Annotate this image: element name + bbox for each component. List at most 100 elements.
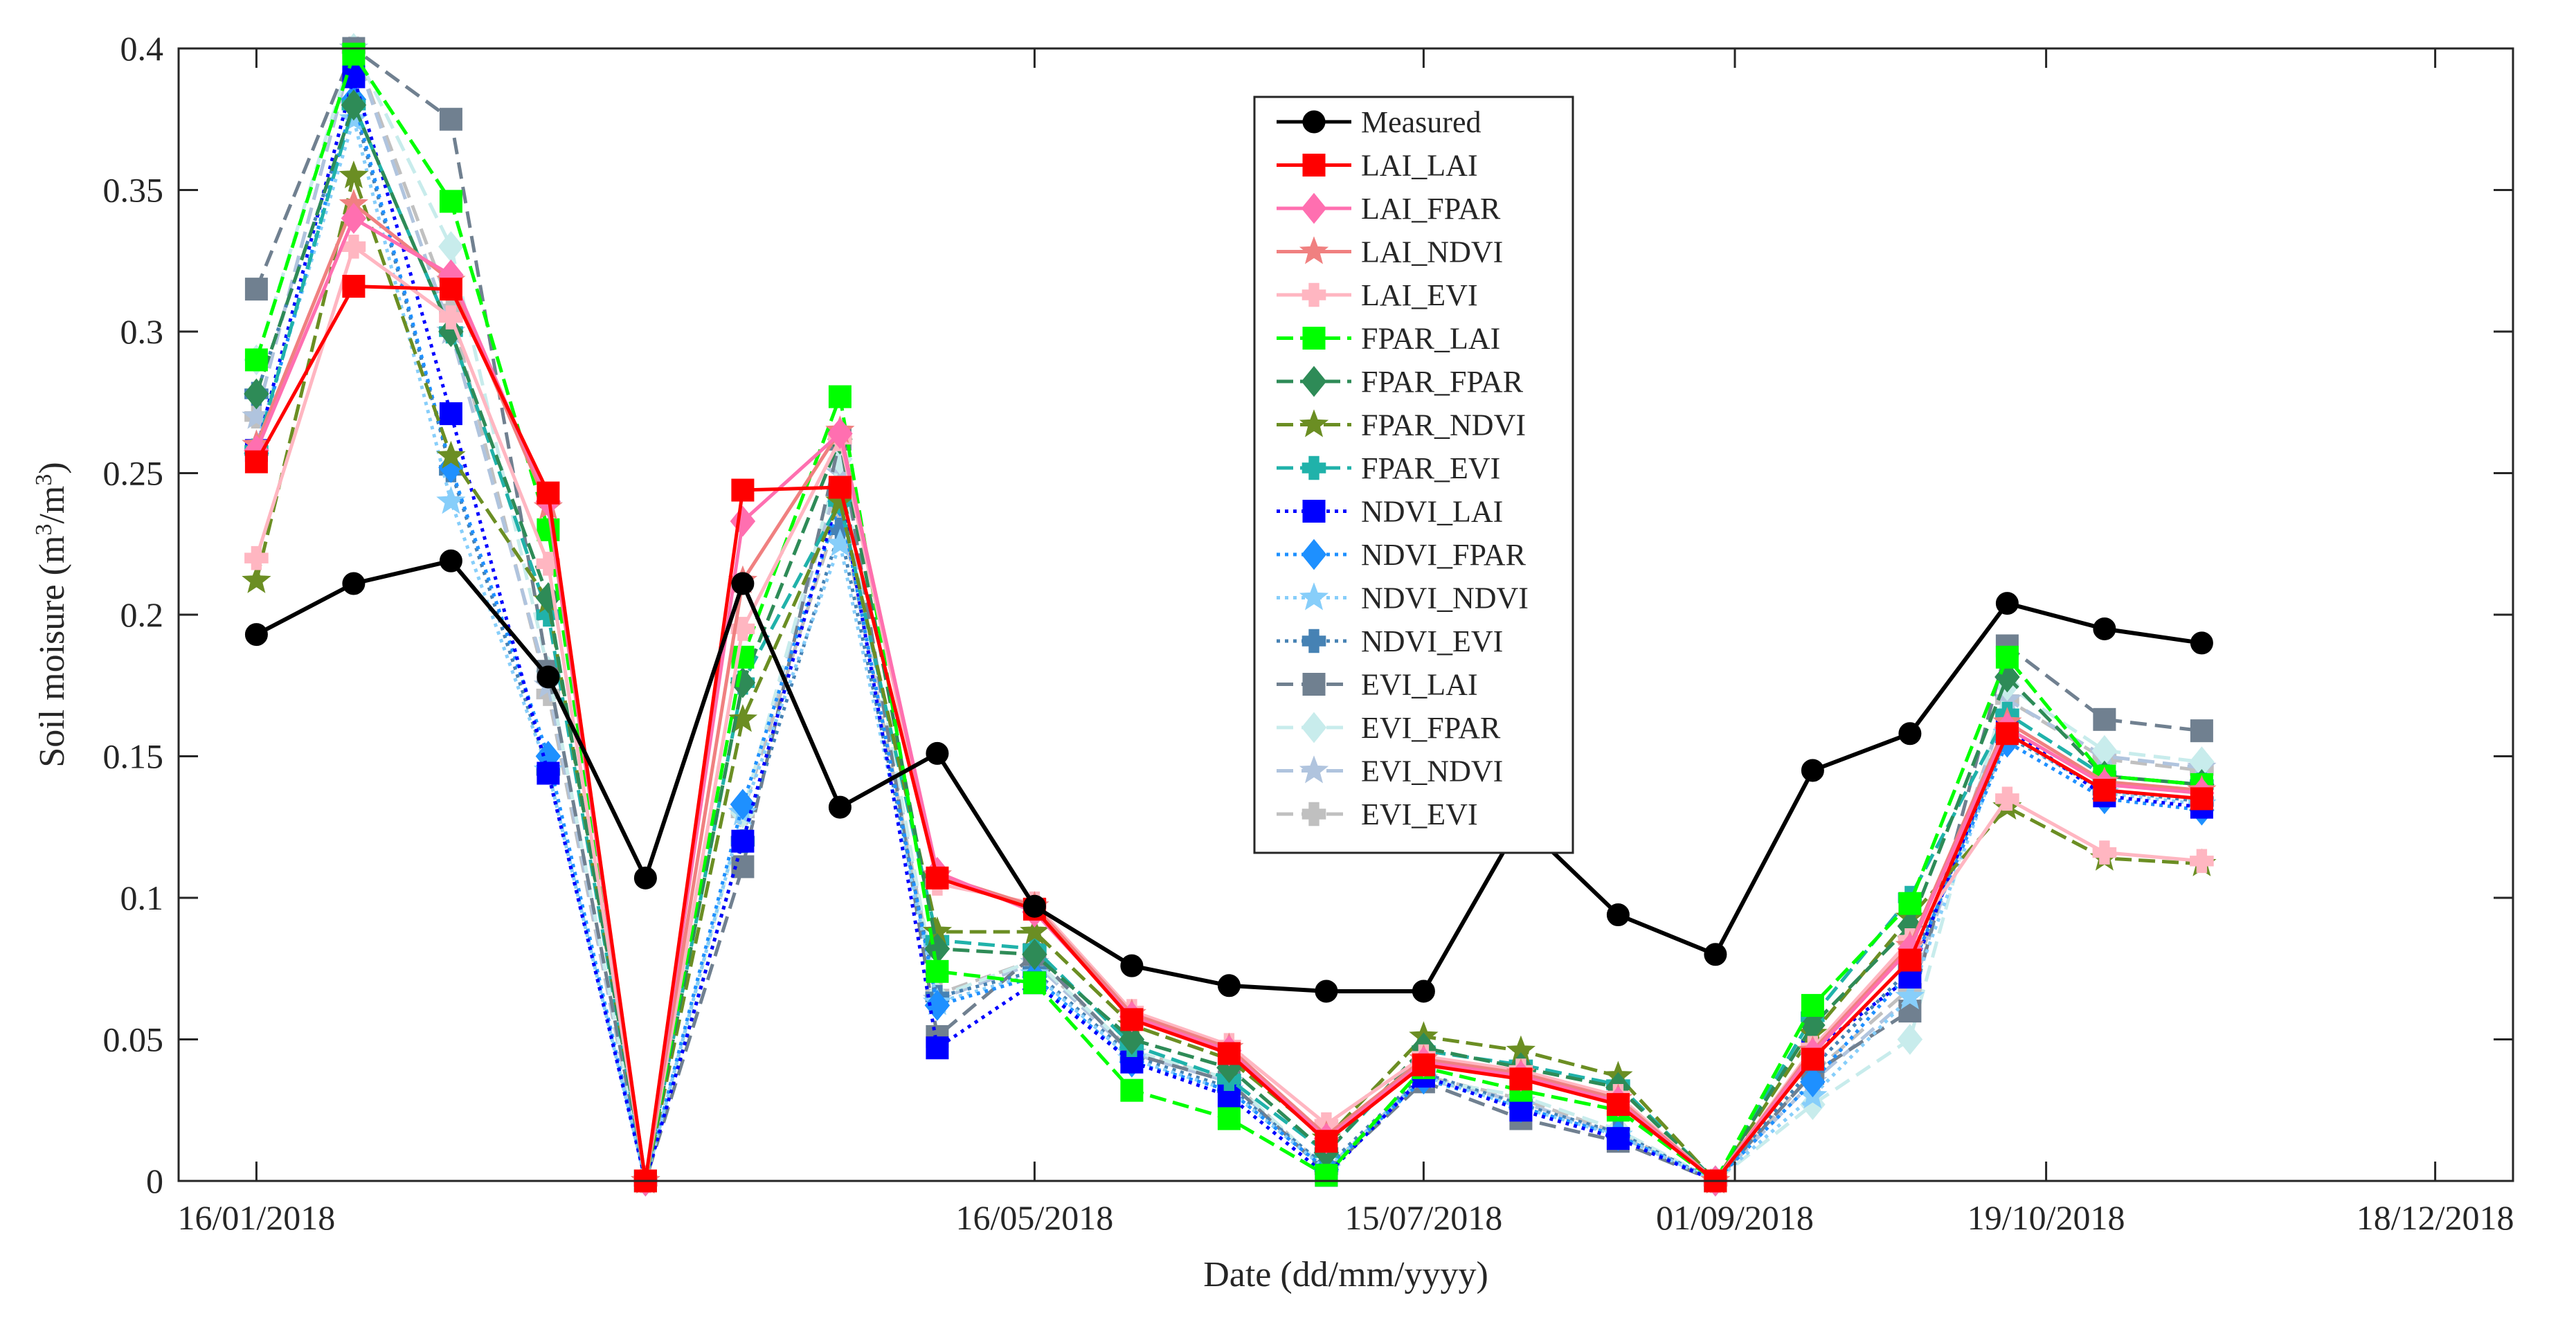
data-point	[1022, 939, 1047, 971]
y-tick-label: 0	[146, 1162, 163, 1200]
data-point	[1895, 982, 1925, 1010]
series-line	[254, 174, 2202, 1183]
x-tick-label: 15/07/2018	[1345, 1198, 1503, 1237]
legend-item: EVI_LAI	[1277, 668, 1478, 702]
data-point	[436, 440, 466, 469]
data-point	[1897, 1024, 1923, 1055]
x-tick-label: 19/10/2018	[1967, 1198, 2125, 1237]
legend-label: NDVI_LAI	[1361, 495, 1503, 529]
y-tick-label: 0.15	[103, 737, 164, 776]
legend-label: Measured	[1361, 105, 1481, 139]
data-point	[1898, 948, 1922, 972]
data-point	[1995, 722, 2019, 746]
data-point	[438, 451, 464, 483]
data-point	[1800, 1066, 1826, 1098]
y-tick-label: 0.35	[103, 171, 164, 210]
data-point	[1801, 1047, 1824, 1071]
data-point	[1898, 722, 1922, 746]
data-point	[438, 316, 464, 347]
legend-item: NDVI_NDVI	[1277, 581, 1529, 615]
data-point	[1995, 645, 2019, 669]
y-axis-label-sup1: 3	[31, 524, 57, 536]
x-tick-label: 01/09/2018	[1656, 1198, 1814, 1237]
data-point	[1801, 759, 1824, 782]
legend-swatch-marker	[1301, 455, 1326, 480]
legend-swatch-marker	[1299, 582, 1329, 611]
legend-label: LAI_NDVI	[1361, 235, 1503, 269]
data-point	[1606, 1127, 1630, 1150]
data-point	[926, 1036, 949, 1060]
data-point	[439, 107, 462, 131]
legend-swatch-marker	[1299, 409, 1329, 437]
legend-label: FPAR_EVI	[1361, 451, 1500, 485]
y-tick-label: 0.2	[120, 595, 164, 634]
data-point	[537, 665, 560, 689]
data-point	[1023, 894, 1046, 918]
series-line	[254, 98, 2202, 1183]
legend-item: FPAR_EVI	[1277, 451, 1500, 485]
data-point	[1704, 943, 1727, 966]
legend-label: EVI_FPAR	[1361, 711, 1501, 745]
legend-swatch-marker	[1301, 629, 1326, 653]
data-point	[2190, 719, 2213, 743]
data-point	[1412, 1053, 1435, 1076]
legend-item: LAI_NDVI	[1277, 235, 1503, 269]
data-point	[1023, 971, 1046, 995]
data-point	[536, 552, 561, 576]
data-point	[827, 417, 853, 449]
legend-swatch-marker	[1299, 236, 1329, 264]
data-point	[731, 829, 755, 853]
legend-item: FPAR_LAI	[1277, 322, 1500, 356]
y-tick-label: 0.3	[120, 312, 164, 351]
series-fpar-fpar	[244, 89, 2215, 1197]
legend-swatch-marker	[1302, 154, 1326, 177]
legend-swatch-marker	[1302, 110, 1326, 134]
data-point	[1315, 980, 1338, 1003]
legend-item: EVI_NDVI	[1277, 755, 1503, 788]
data-point	[1315, 1130, 1338, 1153]
data-point	[1412, 980, 1435, 1003]
data-point	[439, 278, 462, 301]
legend-item: LAI_EVI	[1277, 278, 1478, 312]
data-point	[244, 450, 268, 473]
data-point	[244, 623, 268, 647]
legend-swatch-marker	[1301, 282, 1326, 307]
x-tick-label: 16/05/2018	[956, 1198, 1114, 1237]
data-point	[342, 572, 366, 595]
data-point	[439, 549, 462, 572]
legend-swatch-marker	[1301, 539, 1327, 570]
legend-item: NDVI_FPAR	[1277, 538, 1526, 572]
data-point	[731, 572, 755, 595]
legend-label: EVI_EVI	[1361, 797, 1478, 831]
legend-label: EVI_LAI	[1361, 668, 1478, 702]
legend-item: LAI_LAI	[1277, 149, 1478, 183]
data-point	[342, 275, 366, 298]
data-point	[1606, 1093, 1630, 1117]
data-point	[728, 704, 758, 732]
data-point	[1509, 1067, 1533, 1091]
data-point	[342, 42, 366, 66]
data-point	[1217, 974, 1241, 997]
legend-swatch-marker	[1302, 327, 1326, 350]
data-point	[439, 305, 463, 330]
data-point	[828, 385, 852, 408]
y-tick-label: 0.4	[120, 29, 164, 68]
legend-swatch-marker	[1302, 673, 1326, 696]
data-point	[2190, 849, 2214, 874]
x-axis-label: Date (dd/mm/yyyy)	[1203, 1255, 1488, 1294]
data-point	[244, 545, 269, 570]
y-tick-label: 0.1	[120, 878, 164, 917]
data-point	[2093, 707, 2116, 731]
data-point	[244, 278, 268, 301]
legend-swatch-marker	[1301, 712, 1327, 743]
legend-swatch-marker	[1301, 192, 1327, 224]
legend-swatch-marker	[1301, 802, 1326, 827]
legend-swatch-marker	[1299, 755, 1329, 784]
data-point	[339, 160, 369, 189]
data-point	[341, 89, 367, 121]
y-axis-label-sup2: 3	[31, 474, 57, 486]
legend-item: EVI_FPAR	[1277, 711, 1501, 745]
legend-item: FPAR_FPAR	[1277, 365, 1524, 399]
data-point	[1120, 1008, 1144, 1031]
